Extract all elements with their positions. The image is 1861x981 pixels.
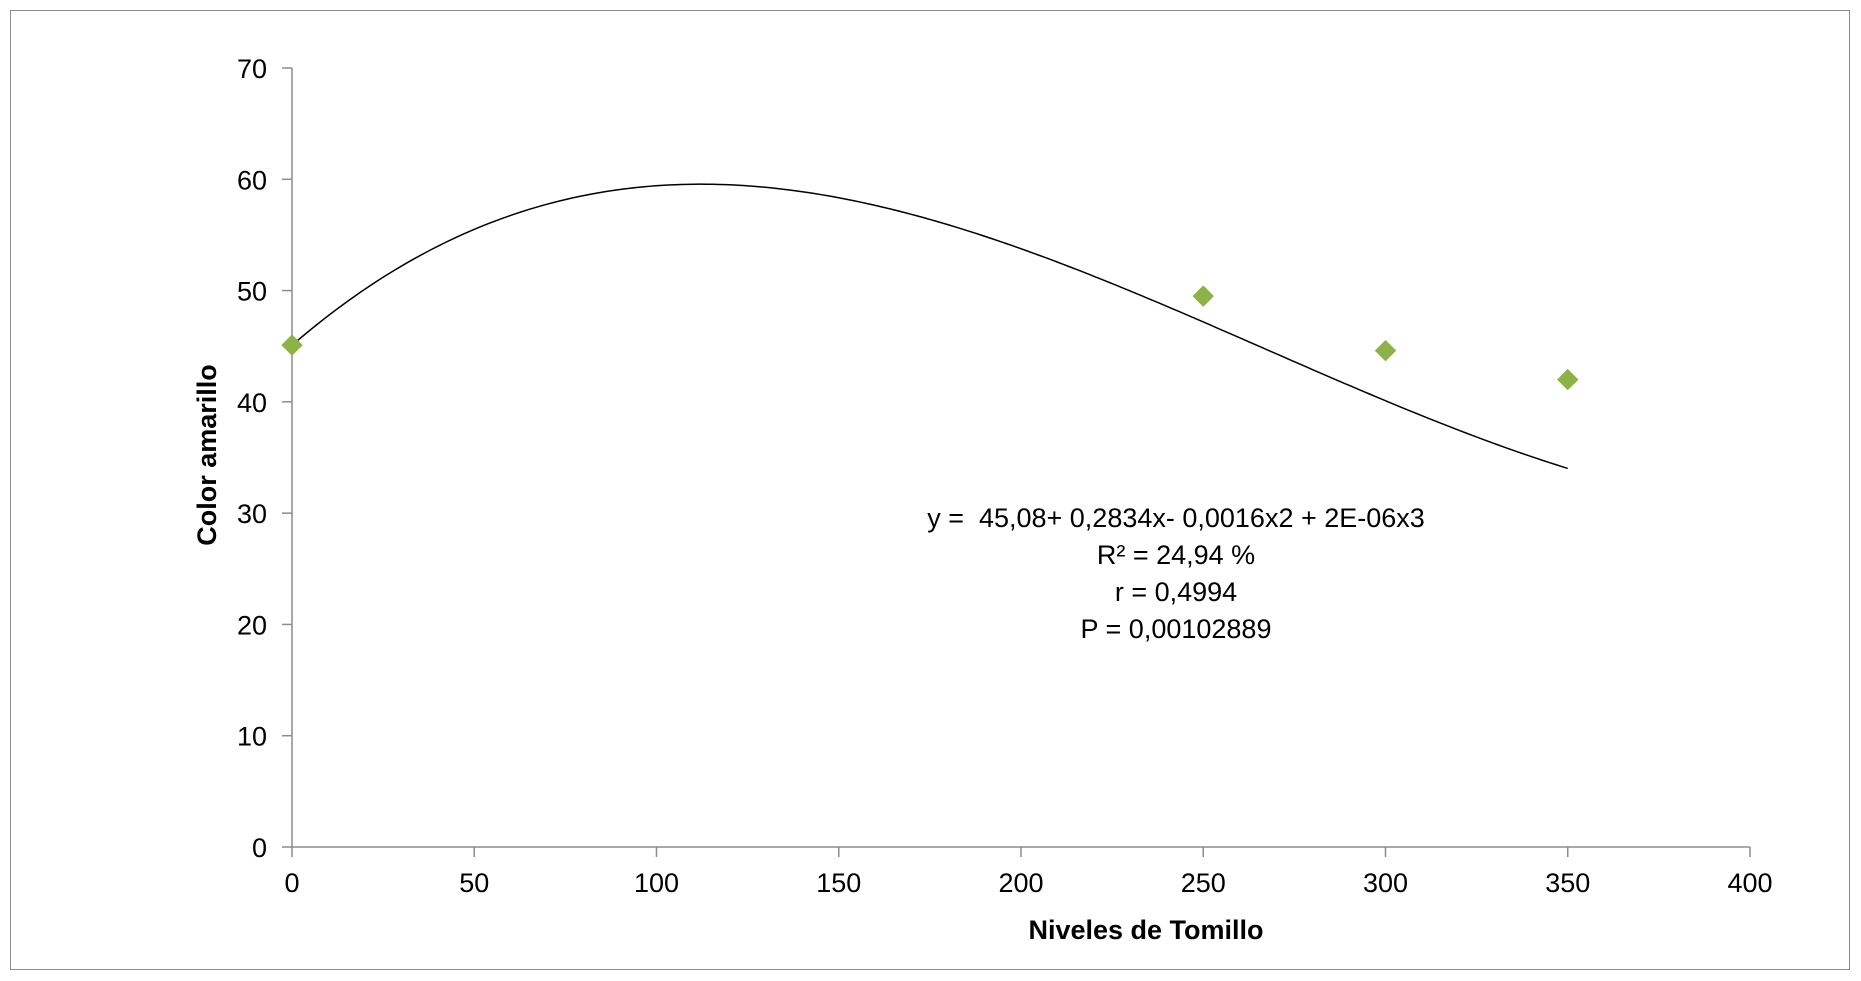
x-tick-label: 250 [1181,868,1226,898]
x-tick-label: 200 [998,868,1043,898]
data-point [1374,339,1397,362]
y-axis-ticks: 0 10 20 30 40 50 60 70 [237,54,292,863]
x-tick-label: 350 [1545,868,1590,898]
y-tick-label: 10 [237,722,267,752]
x-tick-label: 400 [1727,868,1772,898]
data-points [281,285,1579,391]
equation-annotation: y = 45,08+ 0,2834x- 0,0016x2 + 2E-06x3 R… [927,503,1425,644]
x-tick-label: 300 [1363,868,1408,898]
r-squared-label: R² = 24,94 % [1097,540,1255,570]
y-axis-title: Color amarillo [192,364,222,546]
x-tick-label: 50 [459,868,489,898]
chart-frame [10,10,1850,970]
data-point [1192,285,1214,307]
x-tick-label: 100 [634,868,679,898]
p-value-label: P = 0,00102889 [1081,614,1272,644]
y-tick-label: 50 [237,277,267,307]
y-tick-label: 0 [252,833,267,863]
y-tick-label: 40 [237,388,267,418]
x-axis-title: Niveles de Tomillo [1028,915,1263,945]
data-point [281,334,303,356]
x-tick-label: 150 [816,868,861,898]
trendline-group [291,183,1568,470]
axes [291,68,1750,848]
r-value-label: r = 0,4994 [1115,577,1237,607]
y-tick-label: 30 [237,499,267,529]
x-axis-ticks: 0 50 100 150 200 250 300 350 400 [284,847,1773,898]
y-tick-label: 70 [237,54,267,84]
y-tick-label: 20 [237,610,267,640]
data-point [1557,368,1579,391]
y-tick-label: 60 [237,165,267,195]
trendline-equation: y = 45,08+ 0,2834x- 0,0016x2 + 2E-06x3 [927,503,1425,533]
trendline [291,183,1568,470]
x-tick-label: 0 [284,868,299,898]
